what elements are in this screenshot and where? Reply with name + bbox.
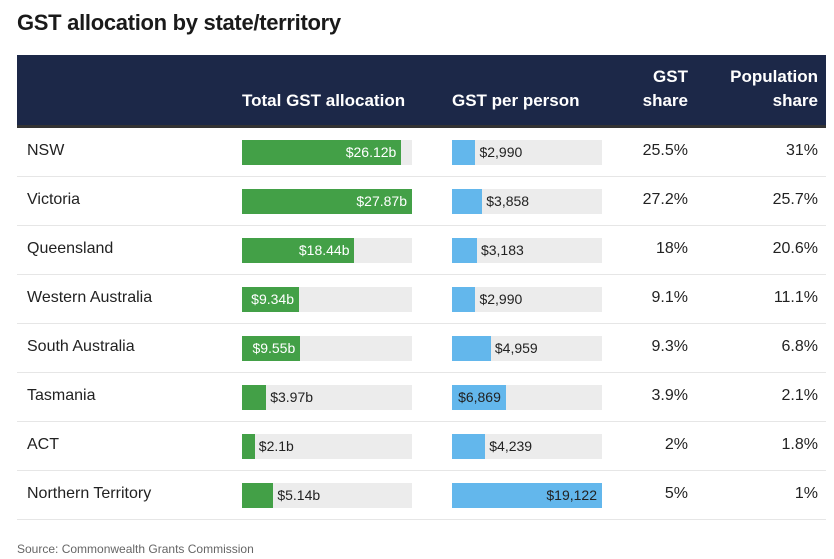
gst-per-person-bar — [452, 140, 476, 165]
total-gst-bar — [242, 140, 402, 165]
population-share: 2.1% — [781, 387, 818, 404]
total-gst-bar — [242, 287, 299, 312]
population-share: 6.8% — [781, 338, 818, 355]
gst-per-person-label: $3,858 — [486, 193, 530, 209]
population-share: 1% — [794, 485, 818, 502]
header-total: Total GST allocation — [242, 91, 406, 110]
total-gst-bar — [242, 189, 412, 214]
total-gst-label: $3.97b — [270, 389, 314, 405]
population-share: 11.1% — [773, 289, 818, 306]
table-row: NSW $26.12b $2,990 25.5% 31% — [17, 128, 826, 177]
state-name: Northern Territory — [27, 485, 152, 502]
total-gst-label: $26.12b — [345, 144, 397, 160]
gst-table: Total GST allocation GST per person GST s… — [17, 55, 826, 520]
gst-per-person-bar — [452, 287, 476, 312]
page-title: GST allocation by state/territory — [17, 10, 341, 35]
gst-per-person-track: $3,183 — [452, 238, 602, 263]
total-gst-label: $9.55b — [252, 340, 296, 356]
gst-per-person-label: $2,990 — [479, 144, 523, 160]
gst-per-person-bar — [452, 189, 483, 214]
gst-per-person-track: $2,990 — [452, 287, 602, 312]
total-gst-track: $26.12b — [242, 140, 412, 165]
total-gst-label: $27.87b — [356, 193, 407, 209]
source-note: Source: Commonwealth Grants Commission — [17, 542, 254, 556]
total-gst-track: $18.44b — [242, 238, 412, 263]
gst-per-person-label: $4,959 — [494, 340, 538, 356]
total-gst-bar — [242, 238, 355, 263]
gst-share: 5% — [664, 485, 688, 502]
total-gst-track: $9.34b — [242, 287, 412, 312]
total-gst-label: $5.14b — [277, 487, 321, 503]
gst-per-person-bar — [452, 336, 491, 361]
gst-share: 2% — [664, 436, 688, 453]
table-row: Victoria $27.87b $3,858 27.2% 25.7% — [17, 177, 826, 226]
table-row: Queensland $18.44b $3,183 18% 20.6% — [17, 226, 826, 275]
state-name: NSW — [27, 142, 65, 159]
table-row: Northern Territory $5.14b $19,122 5% 1% — [17, 471, 826, 520]
gst-per-person-bar — [452, 483, 602, 508]
gst-per-person-bar — [452, 434, 486, 459]
state-name: Queensland — [27, 240, 114, 257]
population-share: 25.7% — [772, 191, 818, 208]
gst-per-person-track: $19,122 — [452, 483, 602, 508]
gst-share: 9.1% — [651, 289, 688, 306]
gst-per-person-track: $4,959 — [452, 336, 602, 361]
state-name: Western Australia — [27, 289, 153, 306]
gst-per-person-track: $2,990 — [452, 140, 602, 165]
header-per-person: GST per person — [452, 91, 580, 110]
population-share: 31% — [785, 142, 818, 159]
state-name: ACT — [27, 436, 59, 453]
total-gst-track: $3.97b — [242, 385, 412, 410]
total-gst-label: $18.44b — [298, 242, 350, 258]
gst-per-person-track: $4,239 — [452, 434, 602, 459]
gst-share: 18% — [655, 240, 688, 257]
population-share: 1.8% — [781, 436, 818, 453]
header-pop-share: Population share — [730, 67, 818, 110]
gst-per-person-bar — [452, 385, 506, 410]
gst-per-person-bar — [452, 238, 477, 263]
state-name: Tasmania — [27, 387, 96, 404]
total-gst-bar — [242, 336, 301, 361]
table-header: Total GST allocation GST per person GST s… — [17, 55, 826, 128]
total-gst-bar — [242, 483, 274, 508]
gst-share: 25.5% — [642, 142, 688, 159]
total-gst-track: $5.14b — [242, 483, 412, 508]
total-gst-label: $2.1b — [258, 438, 294, 454]
total-gst-track: $27.87b — [242, 189, 412, 214]
total-gst-track: $2.1b — [242, 434, 412, 459]
table-row: Western Australia $9.34b $2,990 9.1% 11.… — [17, 275, 826, 324]
gst-per-person-label: $6,869 — [458, 389, 501, 405]
total-gst-bar — [242, 434, 255, 459]
gst-per-person-label: $3,183 — [480, 242, 524, 258]
state-name: Victoria — [27, 191, 81, 208]
gst-per-person-label: $4,239 — [489, 438, 533, 454]
gst-share: 27.2% — [642, 191, 688, 208]
gst-per-person-label: $2,990 — [479, 291, 523, 307]
gst-per-person-label: $19,122 — [546, 487, 597, 503]
gst-share: 3.9% — [651, 387, 688, 404]
total-gst-track: $9.55b — [242, 336, 412, 361]
gst-per-person-track: $3,858 — [452, 189, 602, 214]
gst-share: 9.3% — [651, 338, 688, 355]
table-row: ACT $2.1b $4,239 2% 1.8% — [17, 422, 826, 471]
table-row: South Australia $9.55b $4,959 9.3% 6.8% — [17, 324, 826, 373]
state-name: South Australia — [27, 338, 135, 355]
population-share: 20.6% — [772, 240, 818, 257]
header-gst-share: GST share — [642, 67, 688, 110]
table-row: Tasmania $3.97b $6,869 3.9% 2.1% — [17, 373, 826, 422]
total-gst-bar — [242, 385, 267, 410]
gst-per-person-track: $6,869 — [452, 385, 602, 410]
total-gst-label: $9.34b — [251, 291, 294, 307]
